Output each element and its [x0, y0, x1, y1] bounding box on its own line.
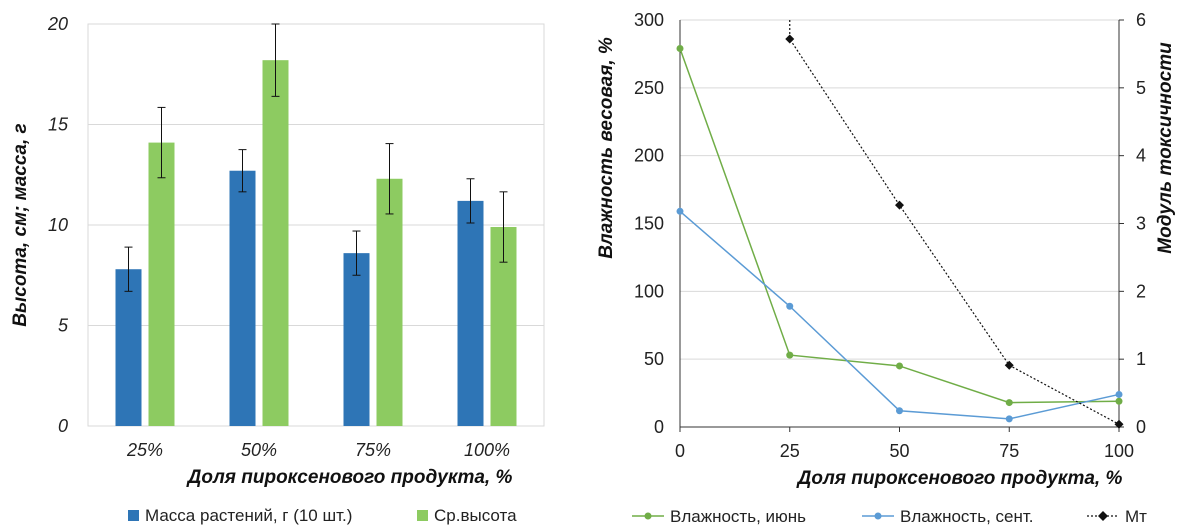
legend-swatch-mass: [128, 510, 139, 521]
bar-height: [262, 60, 289, 427]
series-line-june: [679, 48, 1120, 404]
bar-height: [148, 142, 175, 426]
bar-x-tick-label: 50%: [241, 440, 277, 460]
line-right-tick-label: 5: [1136, 78, 1146, 98]
line-chart-right-tick-labels: 0 1 2 3 4 5 6: [1119, 10, 1146, 437]
bar-chart: 0 5 10 15 20 25% 50% 75% 100% Доля пироксеновог…: [10, 14, 545, 525]
line-chart-x-tick-labels: 0 25 50 75 100: [675, 427, 1134, 461]
legend-key-june: [632, 512, 664, 520]
line-right-tick-label: 1: [1136, 349, 1146, 369]
legend-key-september: [862, 512, 894, 520]
bar-y-tick-label: 20: [47, 14, 68, 34]
line-x-tick-label: 75: [999, 441, 1019, 461]
bar-mass: [343, 253, 370, 426]
legend-key-mt: [1087, 511, 1119, 521]
line-x-tick-label: 0: [675, 441, 685, 461]
line-right-tick-label: 6: [1136, 10, 1146, 30]
line-left-tick-label: 0: [654, 417, 664, 437]
series-line-september: [679, 210, 1120, 420]
bar-chart-bars: [115, 60, 517, 427]
line-chart-series: [676, 20, 1124, 429]
line-chart-right-axis-title: Модуль токсичности: [1155, 42, 1176, 254]
point-mt: [1114, 419, 1124, 429]
point-june: [786, 351, 794, 359]
bar-y-tick-label: 15: [48, 115, 69, 135]
legend-label-mass: Масса растений, г (10 шт.): [145, 506, 352, 525]
line-left-tick-label: 300: [634, 10, 664, 30]
bar-chart-y-tick-labels: 0 5 10 15 20: [47, 14, 69, 436]
point-june: [896, 362, 903, 370]
line-chart-left-tick-labels: 0 50 100 150 200 250 300: [634, 10, 664, 437]
line-x-tick-label: 50: [889, 441, 909, 461]
bar-x-tick-label: 100%: [464, 440, 510, 460]
bar-y-tick-label: 10: [48, 215, 68, 235]
point-mt: [785, 34, 795, 44]
line-chart: 0 50 100 150 200 250 300 0 1 2 3 4 5 6 0 25 50 75 100 До…: [596, 10, 1176, 526]
bar-chart-x-tick-labels: 25% 50% 75% 100%: [126, 440, 510, 460]
bar-mass: [457, 200, 484, 426]
line-right-tick-label: 2: [1136, 281, 1146, 301]
bar-chart-legend: Масса растений, г (10 шт.) Ср.высота: [128, 506, 517, 525]
bar-y-tick-label: 5: [58, 316, 69, 336]
line-right-tick-label: 3: [1136, 214, 1146, 234]
bar-height: [376, 178, 403, 426]
line-right-tick-label: 0: [1136, 417, 1146, 437]
point-mt: [895, 200, 904, 210]
line-chart-legend: Влажность, июнь Влажность, сент. Мт: [632, 507, 1147, 526]
line-left-tick-label: 250: [634, 78, 664, 98]
line-chart-x-axis-title: Доля пироксенового продукта, %: [796, 468, 1123, 489]
bar-mass: [115, 269, 142, 426]
line-left-tick-label: 100: [634, 281, 664, 301]
bar-chart-y-axis-title: Высота, см; масса, г: [10, 123, 31, 326]
line-left-tick-label: 50: [644, 349, 664, 369]
legend-label-height: Ср.высота: [434, 506, 517, 525]
legend-label-september: Влажность, сент.: [900, 507, 1034, 526]
point-june: [676, 44, 684, 52]
point-september: [1115, 390, 1123, 398]
bar-y-tick-label: 0: [58, 416, 68, 436]
legend-label-june: Влажность, июнь: [670, 507, 806, 526]
line-x-tick-label: 100: [1104, 441, 1134, 461]
line-x-tick-label: 25: [780, 441, 800, 461]
bar-x-tick-label: 75%: [355, 440, 391, 460]
point-june: [1115, 397, 1123, 405]
bar-chart-x-axis-title: Доля пироксенового продукта, %: [186, 467, 513, 488]
point-september: [786, 302, 794, 310]
line-left-tick-label: 200: [634, 146, 664, 166]
line-left-tick-label: 150: [634, 214, 664, 234]
point-june: [1005, 399, 1013, 407]
point-mt: [1004, 360, 1014, 370]
point-september: [896, 407, 903, 415]
line-chart-left-axis-title: Влажность весовая, %: [596, 37, 617, 259]
point-september: [676, 207, 684, 215]
line-right-tick-label: 4: [1136, 146, 1146, 166]
bar-chart-error-bars: [124, 23, 508, 292]
line-chart-gridlines: [680, 19, 1119, 360]
legend-label-mt: Мт: [1125, 507, 1147, 526]
legend-swatch-height: [417, 510, 428, 521]
bar-x-tick-label: 25%: [126, 440, 163, 460]
point-september: [1005, 415, 1013, 423]
bar-mass: [229, 170, 256, 426]
series-line-mt: [789, 20, 1120, 425]
